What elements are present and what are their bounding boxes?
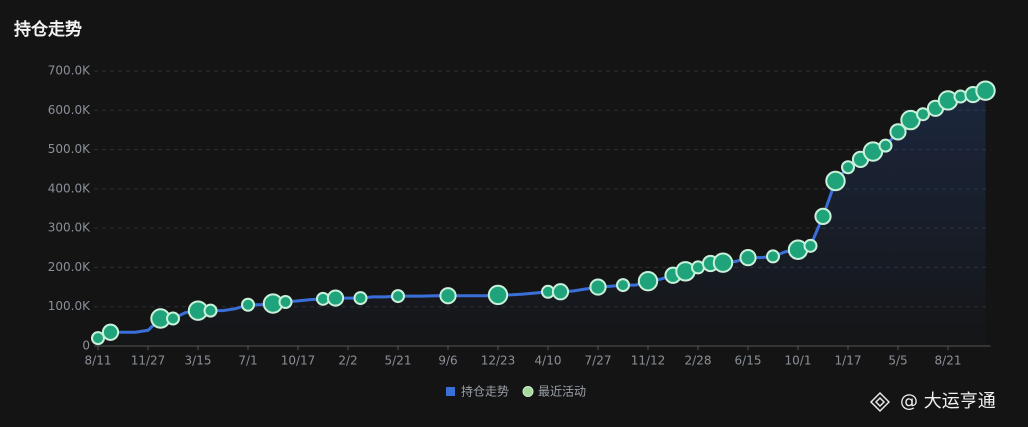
- y-tick-label: 500.0K: [48, 142, 91, 156]
- chart-title: 持仓走势: [14, 19, 82, 40]
- y-tick-label: 200.0K: [48, 260, 91, 274]
- activity-point: [241, 297, 255, 312]
- x-tick-label: 11/27: [131, 354, 166, 368]
- activity-point: [589, 278, 607, 296]
- activity-point: [91, 331, 105, 346]
- activity-point: [278, 295, 293, 309]
- activity-point: [166, 311, 180, 326]
- activity-point: [916, 107, 930, 122]
- activity-point: [878, 138, 893, 153]
- activity-point: [391, 289, 405, 304]
- watermark-icon: [869, 391, 891, 413]
- activity-point: [739, 249, 757, 267]
- x-tick-label: 3/15: [185, 354, 212, 368]
- x-tick-label: 2/2: [338, 354, 357, 368]
- activity-point: [353, 291, 368, 306]
- activity-point: [101, 323, 120, 341]
- activity-point: [551, 283, 570, 301]
- legend-swatch: [446, 387, 455, 396]
- activity-point: [825, 170, 846, 192]
- x-tick-label: 12/23: [481, 354, 516, 368]
- activity-point: [326, 289, 345, 307]
- y-tick-label: 700.0K: [48, 64, 91, 78]
- legend-label: 持仓走势: [461, 384, 509, 399]
- activity-point: [889, 123, 907, 141]
- activity-point: [803, 238, 818, 253]
- activity-point: [814, 207, 832, 225]
- activity-point: [616, 278, 630, 293]
- x-tick-label: 7/27: [585, 354, 612, 368]
- y-tick-label: 300.0K: [48, 221, 91, 235]
- legend-label: 最近活动: [538, 385, 586, 399]
- y-tick-label: 600.0K: [48, 103, 91, 117]
- watermark: @ 大运亨通: [900, 391, 996, 412]
- activity-point: [712, 252, 734, 273]
- x-tick-label: 8/21: [935, 354, 962, 368]
- y-tick-label: 400.0K: [48, 181, 91, 195]
- activity-point: [487, 284, 509, 306]
- activity-point: [637, 270, 659, 292]
- area: [98, 90, 986, 347]
- x-tick-label: 6/15: [735, 354, 762, 368]
- legend-swatch: [522, 386, 534, 397]
- activity-point: [439, 287, 457, 305]
- x-tick-label: 1/17: [835, 354, 862, 368]
- x-tick-label: 5/5: [888, 354, 907, 368]
- x-tick-label: 4/10: [535, 354, 562, 368]
- x-tick-label: 8/11: [85, 354, 112, 368]
- y-tick-label: 100.0K: [48, 299, 91, 313]
- activity-point: [841, 160, 855, 175]
- activity-point: [766, 249, 780, 264]
- x-tick-label: 11/12: [631, 354, 666, 368]
- x-tick-label: 9/6: [438, 354, 457, 368]
- activity-point: [975, 80, 996, 101]
- x-tick-label: 2/28: [685, 354, 712, 368]
- x-tick-label: 10/17: [281, 354, 316, 368]
- y-tick-label: 0: [82, 339, 90, 353]
- x-tick-label: 7/1: [238, 354, 257, 368]
- activity-point: [203, 303, 218, 318]
- x-tick-label: 5/21: [385, 354, 412, 368]
- x-tick-label: 10/1: [785, 354, 812, 368]
